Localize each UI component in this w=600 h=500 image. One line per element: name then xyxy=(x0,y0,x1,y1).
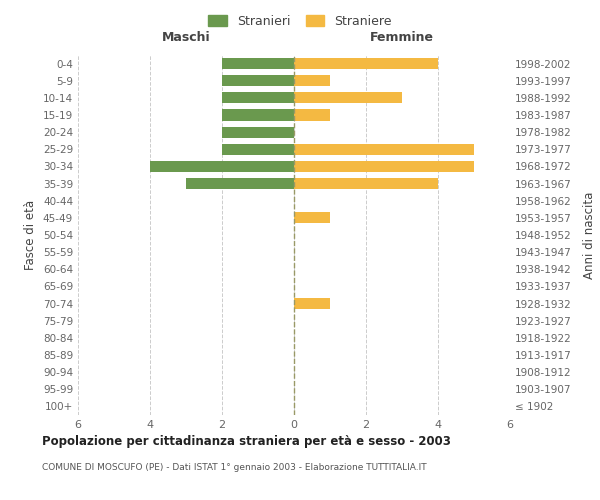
Bar xyxy=(294,212,330,224)
Bar xyxy=(150,161,294,172)
Bar xyxy=(294,178,438,189)
Text: Maschi: Maschi xyxy=(161,31,211,44)
Bar xyxy=(222,75,294,86)
Bar xyxy=(222,110,294,120)
Bar xyxy=(222,58,294,69)
Bar xyxy=(294,58,438,69)
Legend: Stranieri, Straniere: Stranieri, Straniere xyxy=(205,11,395,32)
Bar xyxy=(294,144,474,155)
Text: Popolazione per cittadinanza straniera per età e sesso - 2003: Popolazione per cittadinanza straniera p… xyxy=(42,435,451,448)
Text: COMUNE DI MOSCUFO (PE) - Dati ISTAT 1° gennaio 2003 - Elaborazione TUTTITALIA.IT: COMUNE DI MOSCUFO (PE) - Dati ISTAT 1° g… xyxy=(42,462,427,471)
Bar xyxy=(294,110,330,120)
Bar xyxy=(186,178,294,189)
Text: Femmine: Femmine xyxy=(370,31,434,44)
Y-axis label: Fasce di età: Fasce di età xyxy=(25,200,37,270)
Bar xyxy=(294,75,330,86)
Bar xyxy=(294,92,402,104)
Bar xyxy=(222,92,294,104)
Y-axis label: Anni di nascita: Anni di nascita xyxy=(583,192,596,278)
Bar xyxy=(222,126,294,138)
Bar xyxy=(294,298,330,309)
Bar xyxy=(294,161,474,172)
Bar xyxy=(222,144,294,155)
